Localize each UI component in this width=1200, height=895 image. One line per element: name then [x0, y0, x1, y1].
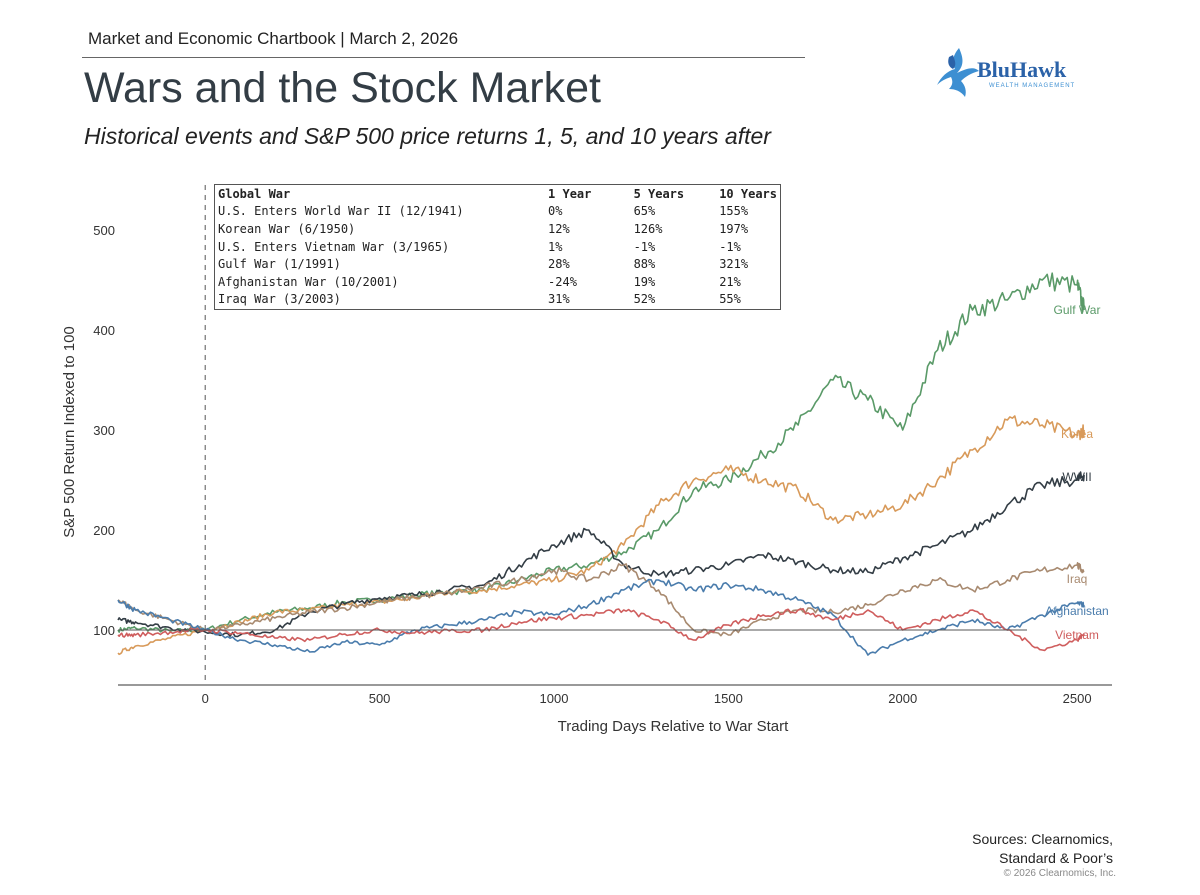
table-cell: 88%: [633, 257, 656, 272]
table-cell: 65%: [633, 204, 656, 219]
table-header-cell: 1 Year: [548, 186, 592, 201]
x-tick-label: 2000: [888, 691, 917, 706]
war-returns-table: Global War 1 Year 5 Years 10 Years U.S. …: [214, 184, 781, 310]
header-divider: [82, 57, 805, 58]
series-line-vietnam: [117, 608, 1085, 652]
table-cell: U.S. Enters World War II (12/1941): [218, 204, 464, 219]
table-row: Iraq War (3/2003) 31% 52% 55%: [215, 291, 780, 309]
logo-tagline: WEALTH MANAGEMENT: [989, 83, 1076, 89]
series-label: Korea: [1061, 427, 1093, 441]
series-layer: [117, 272, 1085, 656]
y-tick-label: 100: [93, 623, 115, 638]
table-cell: 1%: [548, 239, 563, 254]
table-header-cell: 5 Years: [633, 186, 685, 201]
series-label: Afghanistan: [1045, 604, 1108, 618]
table-cell: 21%: [719, 274, 741, 289]
series-line-korea: [117, 415, 1085, 656]
series-line-wwii: [117, 471, 1085, 638]
x-tick-label: 2500: [1063, 691, 1092, 706]
sources-note: Sources: Clearnomics, Standard & Poor’s: [972, 830, 1113, 868]
table-cell: 55%: [719, 292, 741, 307]
series-label: Gulf War: [1054, 303, 1101, 317]
table-cell: -24%: [548, 274, 577, 289]
table-cell: 12%: [548, 221, 570, 236]
sources-line: Sources: Clearnomics,: [972, 831, 1113, 847]
table-cell: 28%: [548, 257, 570, 272]
table-header-row: Global War 1 Year 5 Years 10 Years: [215, 185, 780, 203]
y-tick-label: 200: [93, 523, 115, 538]
page-title: Wars and the Stock Market: [84, 64, 601, 112]
hawk-icon: [937, 48, 979, 97]
table-row: U.S. Enters Vietnam War (3/1965) 1% -1% …: [215, 238, 780, 256]
series-label: WWII: [1062, 470, 1091, 484]
series-label-layer: Gulf War Korea WWII Iraq Afghanistan Vietnam: [1045, 303, 1108, 642]
series-label: Iraq: [1067, 572, 1088, 586]
axes-layer: 0 500 1000 1500 2000 2500 100 200 300 400 500 Tradi…: [61, 185, 1112, 735]
table-cell: 321%: [719, 257, 749, 272]
sources-line: Standard & Poor’s: [999, 850, 1113, 866]
table-cell: -1%: [633, 239, 656, 254]
table-cell: -1%: [719, 239, 741, 254]
series-line-iraq: [117, 562, 1085, 637]
table-row: U.S. Enters World War II (12/1941) 0% 65…: [215, 203, 780, 221]
x-axis-label: Trading Days Relative to War Start: [558, 718, 789, 735]
y-tick-label: 500: [93, 223, 115, 238]
bluhawk-logo: BluHawk WEALTH MANAGEMENT: [935, 43, 1095, 103]
table-cell: 197%: [719, 221, 749, 236]
x-tick-label: 500: [369, 691, 391, 706]
chartbook-kicker: Market and Economic Chartbook | March 2,…: [88, 29, 459, 48]
table-header-cell: Global War: [218, 186, 291, 201]
table-row: Gulf War (1/1991) 28% 88% 321%: [215, 255, 780, 273]
page-subtitle: Historical events and S&P 500 price retu…: [84, 123, 771, 149]
table-cell: 0%: [548, 204, 563, 219]
table-row: Afghanistan War (10/2001) -24% 19% 21%: [215, 273, 780, 291]
table-cell: 52%: [633, 292, 656, 307]
y-tick-label: 300: [93, 423, 115, 438]
table-row: Korean War (6/1950) 12% 126% 197%: [215, 220, 780, 238]
table-cell: 19%: [633, 274, 656, 289]
table-cell: Afghanistan War (10/2001): [218, 274, 399, 289]
x-tick-label: 1000: [540, 691, 569, 706]
logo-wordmark: BluHawk: [977, 57, 1067, 82]
series-label: Vietnam: [1055, 628, 1099, 642]
x-tick-label: 0: [202, 691, 209, 706]
x-tick-label: 1500: [714, 691, 743, 706]
copyright-note: © 2026 Clearnomics, Inc.: [1003, 868, 1116, 879]
table-cell: 155%: [719, 204, 749, 219]
table-cell: Gulf War (1/1991): [218, 257, 341, 272]
table-cell: 126%: [633, 221, 663, 236]
table-cell: Iraq War (3/2003): [218, 292, 341, 307]
table-cell: 31%: [548, 292, 570, 307]
table-cell: U.S. Enters Vietnam War (3/1965): [218, 239, 450, 254]
y-axis-label: S&P 500 Return Indexed to 100: [61, 326, 78, 538]
table-header-cell: 10 Years: [719, 186, 777, 201]
table-cell: Korean War (6/1950): [218, 221, 356, 236]
y-tick-label: 400: [93, 323, 115, 338]
series-line-afghanistan: [117, 578, 1085, 656]
